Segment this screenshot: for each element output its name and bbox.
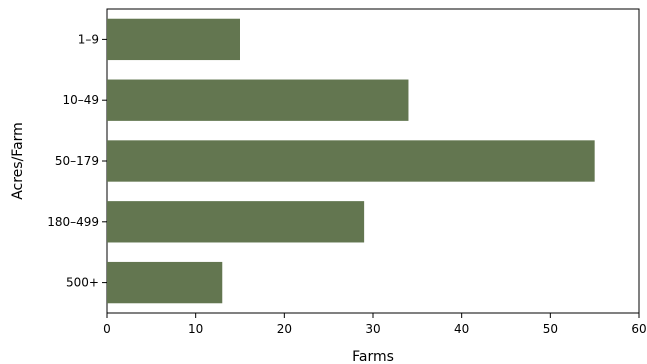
bar-1	[107, 79, 409, 121]
y-tick-label: 500+	[66, 276, 99, 290]
y-tick-label: 10–49	[62, 93, 99, 107]
x-tick-label: 0	[103, 322, 111, 336]
y-axis-ticks: 1–9 10–49 50–179 180–499 500+	[47, 32, 107, 290]
x-tick-label: 60	[631, 322, 646, 336]
bar-4	[107, 261, 223, 304]
bars	[107, 18, 595, 304]
x-tick-label: 10	[188, 322, 203, 336]
x-tick-label: 40	[454, 322, 469, 336]
bar-2	[107, 140, 595, 182]
x-tick-label: 30	[365, 322, 380, 336]
x-axis-ticks: 0 10 20 30 40 50 60	[103, 313, 647, 336]
x-tick-label: 50	[543, 322, 558, 336]
bar-3	[107, 201, 365, 243]
x-axis-title: Farms	[352, 349, 394, 364]
y-axis-title: Acres/Farm	[10, 122, 26, 200]
y-tick-label: 180–499	[47, 215, 99, 229]
bar-0	[107, 18, 240, 61]
x-tick-label: 20	[277, 322, 292, 336]
y-tick-label: 1–9	[78, 32, 99, 46]
y-tick-label: 50–179	[55, 154, 99, 168]
